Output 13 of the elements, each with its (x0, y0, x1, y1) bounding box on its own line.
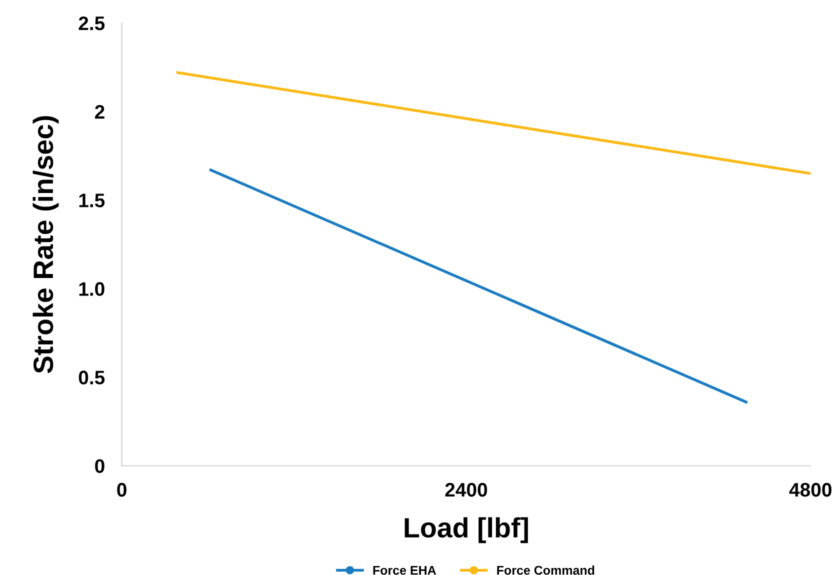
x-axis-title: Load [lbf] (404, 517, 528, 544)
y-tick-label: 1.0 (79, 282, 104, 296)
y-axis-title: Stroke Rate (in/sec) (32, 116, 59, 374)
x-tick-label: 0 (117, 482, 126, 497)
x-tick-label: 2400 (445, 482, 488, 497)
y-tick-label: 2 (94, 105, 104, 119)
y-tick-label: 1.5 (79, 194, 105, 208)
y-tick-label: 0.5 (78, 370, 105, 384)
y-tick-label: 2.5 (78, 16, 105, 30)
legend-label: Force EHA (373, 566, 436, 575)
legend-label: Force Command (497, 566, 594, 575)
x-tick-label: 4800 (789, 482, 832, 497)
y-tick-label: 0 (95, 459, 104, 473)
